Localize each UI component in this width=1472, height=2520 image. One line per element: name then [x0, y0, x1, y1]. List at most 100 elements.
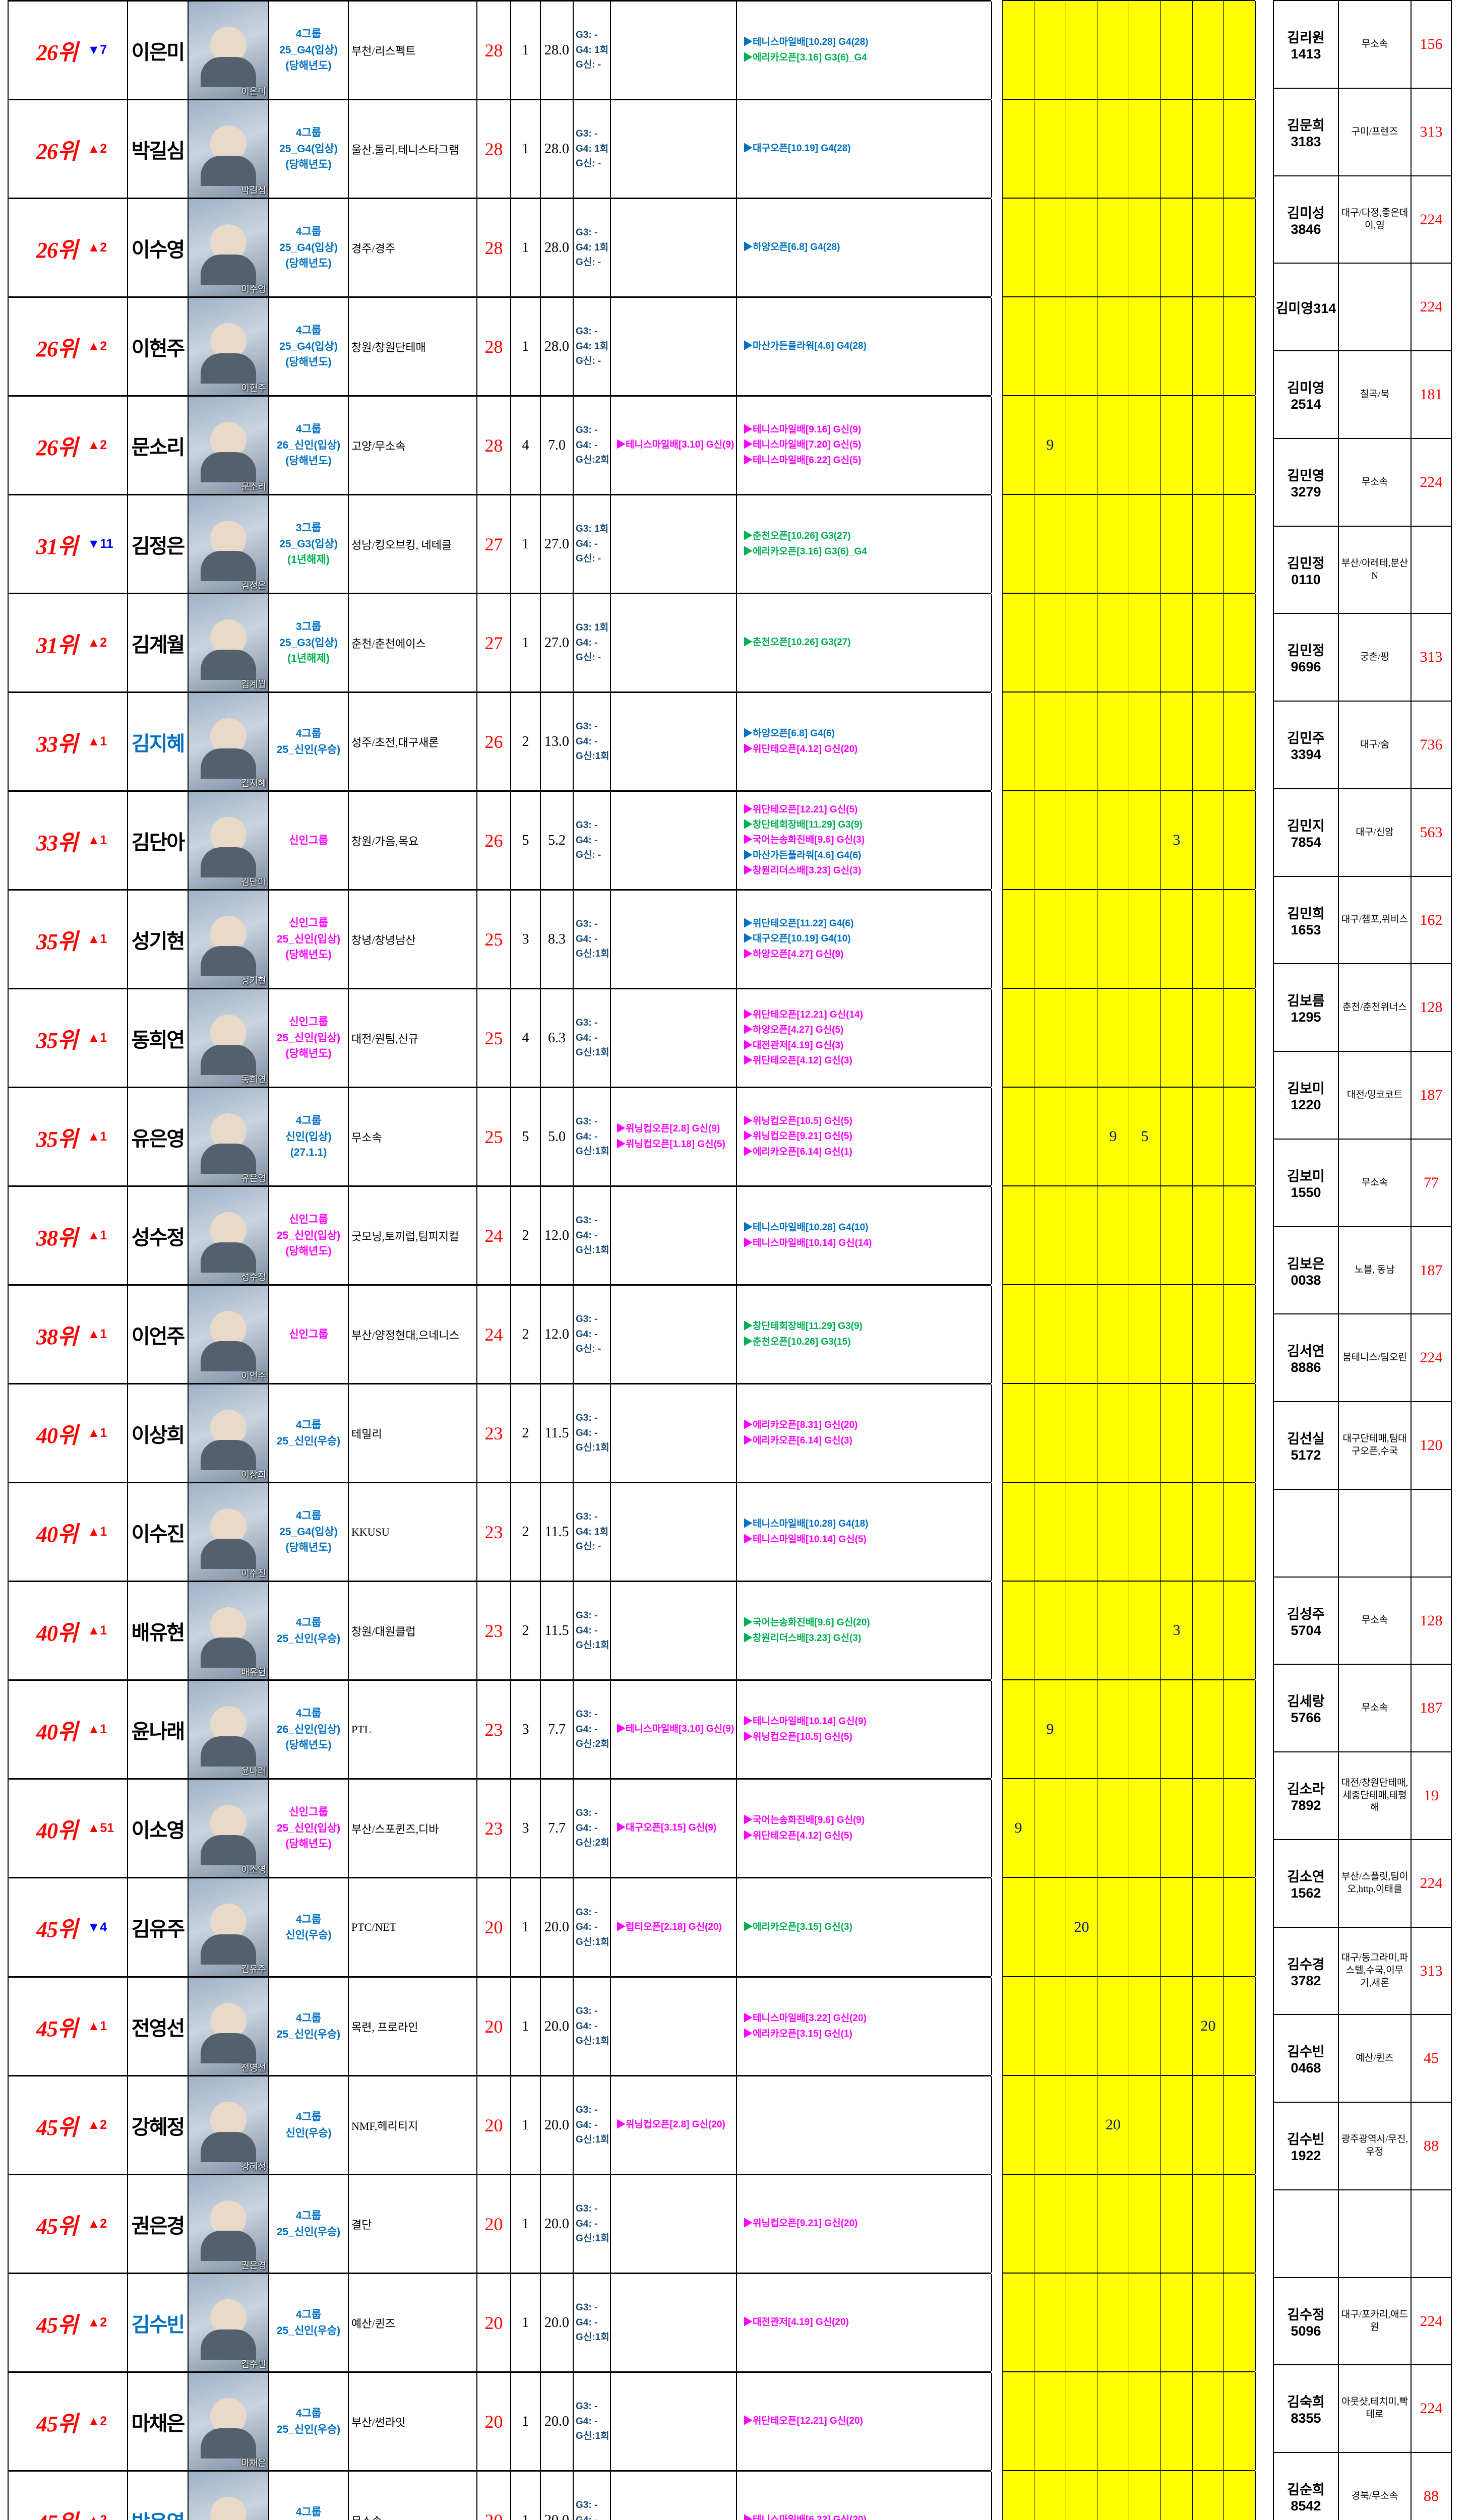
group-line: (당해년도) [285, 949, 332, 961]
member-id-cell: 김보미1220 [1273, 1052, 1339, 1139]
group-line: 25_신인(우승) [276, 2028, 341, 2040]
group-line: 4그룹 [295, 1708, 322, 1720]
group-cell: 4그룹 25_G4(입상) (당해년도) [269, 2, 349, 99]
photo-caption: 이상희 [241, 1470, 266, 1480]
event-count-cell: 3 [511, 1780, 541, 1877]
grade-g3: G3: - [576, 1709, 598, 1720]
event-count-value: 1 [522, 2216, 529, 2232]
player-photo [189, 2, 268, 99]
photo-cell: 이은미 [189, 2, 269, 99]
club-label: 테밀리 [351, 1427, 382, 1440]
member-club-cell: 대구/숨 [1339, 702, 1412, 788]
member-points-cell: 224 [1412, 2365, 1452, 2452]
highlight-cell [1066, 297, 1097, 395]
photo-cell: 동희연 [189, 989, 269, 1087]
highlight-cell [1224, 2175, 1256, 2273]
player-photo [189, 1780, 268, 1877]
photo-caption: 박길심 [241, 185, 266, 196]
events-cell-b: ▶위단테오픈[11.22] G4(6) ▶대구오픈[10.19] G4(10) ▶하… [737, 891, 992, 988]
events-cell-a: ▶테니스마일배[3.10] G신(9) [611, 397, 737, 494]
events-cell-b: ▶에리카오픈[8.31] G신(20) ▶에리카오픈[6.14] G신(3) [737, 1384, 992, 1482]
grade-g3: G3: - [576, 1314, 598, 1325]
name-cell: 김계월 [128, 594, 189, 691]
highlight-cell [1066, 1285, 1097, 1383]
highlight-grid-row [1003, 2470, 1256, 2520]
event-count-cell: 2 [511, 1384, 541, 1482]
grade-g3: G3: - [576, 1116, 598, 1127]
event-count-value: 5 [522, 1128, 529, 1145]
member-id-cell: 김미영2514 [1273, 351, 1339, 438]
rank-change: ▲1 [87, 1327, 107, 1341]
club-label: 무소속 [351, 2512, 382, 2520]
highlight-cell: 9 [1003, 1779, 1034, 1877]
club-label: 부산/썬라잇 [351, 2416, 406, 2429]
member-club-cell: 경북/무소속 [1339, 2453, 1412, 2520]
photo-cell: 이언주 [189, 1286, 269, 1383]
grade-g3: G3: - [576, 2302, 598, 2313]
group-line: (당해년도) [285, 1838, 332, 1850]
club-label: 목련, 프로라인 [351, 2021, 418, 2034]
group-cell: 3그룹 25_G3(입상) (1년해제) [269, 495, 349, 593]
event-count-value: 3 [522, 1820, 529, 1836]
highlight-cell [1193, 2372, 1224, 2470]
highlight-cell [1034, 1384, 1066, 1482]
grade-g4: G4: - [576, 1032, 598, 1043]
highlight-grid-row [1003, 1185, 1256, 1284]
highlight-cell [1003, 2471, 1034, 2520]
grade-g4: G4: - [576, 2513, 597, 2520]
member-points-cell: 224 [1412, 2278, 1452, 2364]
grade-g3: G3: - [576, 2500, 598, 2511]
grade-g3: G3: - [576, 919, 598, 930]
grade-detail-cell: G3: - G4: 1회 G신: - [574, 298, 611, 395]
player-photo [189, 298, 268, 395]
highlight-cell [1161, 396, 1193, 494]
highlight-cell [1003, 1977, 1034, 2075]
table-row: 45위 ▲2 권은경 권은경 4그룹 25_신인(우승) 결단 20 1 20.0 G3: - G4:… [8, 2174, 992, 2273]
event-count-cell: 1 [511, 1878, 541, 1976]
club-label: 대전/원팀,신규 [351, 1032, 419, 1045]
club-label: NMF,헤리티지 [351, 2119, 418, 2132]
grade-detail-cell: G3: - G4: - G신:1회 [574, 989, 611, 1087]
grade-g4: G4: 1회 [576, 341, 608, 352]
group-line: 신인그룹 [289, 917, 328, 929]
average-value: 28.0 [544, 141, 569, 157]
photo-caption: 배유현 [241, 1667, 266, 1677]
event-entry: ▶럽티오픈[2.18] G신(20) [616, 1921, 722, 1932]
highlight-cell [1193, 1, 1224, 99]
points-cell: 20 [477, 2472, 511, 2520]
rank-change: ▲1 [87, 1031, 107, 1045]
member-points-cell: 224 [1412, 176, 1452, 263]
average-value: 20.0 [544, 2117, 569, 2133]
table-row: 김민주3394 대구/숨 736 [1273, 701, 1452, 788]
points-value: 28 [484, 139, 503, 159]
average-cell: 20.0 [541, 1878, 574, 1976]
club-cell: 목련, 프로라인 [349, 1978, 477, 2075]
grade-detail-cell: G3: - G4: - G신:1회 [574, 1187, 611, 1284]
highlight-cell [1097, 495, 1129, 593]
rank-change: ▲1 [87, 1129, 107, 1144]
grade-gshin: G신:1회 [576, 2134, 609, 2146]
grade-detail-cell: G3: - G4: - G신:2회 [574, 1780, 611, 1877]
points-value: 27 [484, 534, 503, 554]
grade-detail-cell: G3: - G4: - G신: - [574, 1286, 611, 1383]
highlight-cell [1003, 1582, 1034, 1679]
grade-g3: G3: 1회 [576, 622, 608, 634]
score-highlight-grid: 93953992020202020145 [1002, 0, 1256, 2520]
member-id-cell [1273, 1490, 1339, 1577]
grade-gshin: G신:1회 [576, 2332, 609, 2343]
highlight-cell [1224, 692, 1256, 790]
average-cell: 5.2 [541, 792, 574, 889]
highlight-cell [1161, 2274, 1193, 2371]
photo-caption: 성수정 [241, 1272, 266, 1282]
rank-label: 38위 [36, 1324, 78, 1349]
event-count-value: 3 [522, 1721, 529, 1737]
member-id-cell: 김성주5704 [1273, 1578, 1339, 1664]
grade-gshin: G신:1회 [576, 1442, 609, 1454]
grade-g4: G4: - [576, 1230, 598, 1241]
highlight-cell [1193, 1186, 1224, 1284]
member-points-cell: 313 [1412, 89, 1452, 175]
member-points-cell: 45 [1412, 2015, 1452, 2102]
group-line: (당해년도) [285, 1245, 332, 1257]
highlight-cell [1193, 1680, 1224, 1778]
table-row: 김민정0110 부산/아레테,분산N [1273, 526, 1452, 613]
